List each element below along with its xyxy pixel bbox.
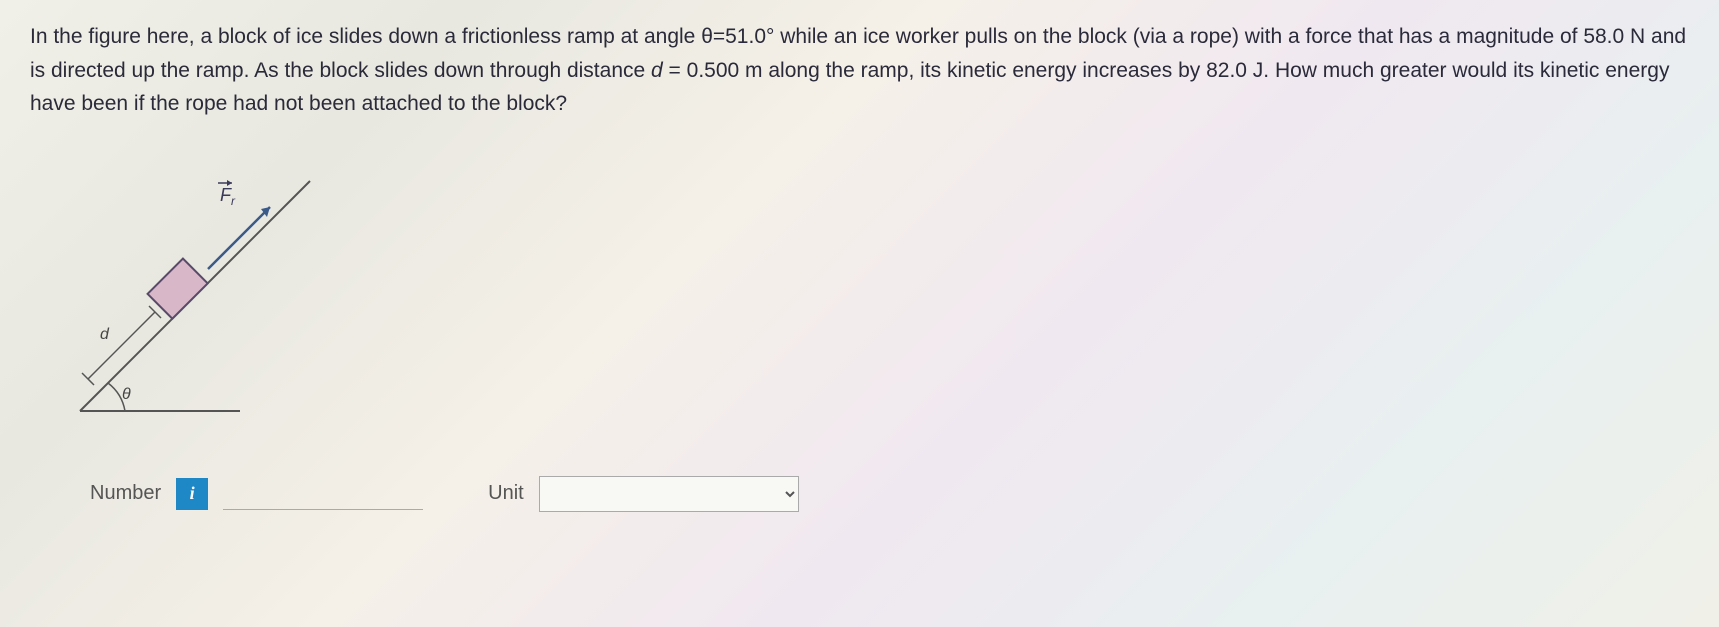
force-arrow: Fr — [208, 180, 270, 269]
angle-label: θ — [122, 386, 131, 403]
answer-row: Number i Unit — [90, 476, 1689, 512]
info-icon[interactable]: i — [176, 478, 208, 510]
force-label: Fr — [220, 185, 236, 208]
number-input[interactable] — [223, 478, 423, 510]
ice-block — [148, 258, 208, 318]
number-label: Number — [90, 482, 161, 505]
distance-label: d — [100, 326, 110, 343]
distance-marker: d — [82, 306, 161, 385]
question-text: In the figure here, a block of ice slide… — [30, 20, 1689, 121]
unit-select[interactable] — [539, 476, 799, 512]
question-variable-d: d — [651, 59, 663, 82]
ramp-diagram: θ d Fr — [60, 151, 340, 431]
unit-label: Unit — [488, 482, 524, 505]
physics-figure: θ d Fr — [60, 151, 1689, 436]
